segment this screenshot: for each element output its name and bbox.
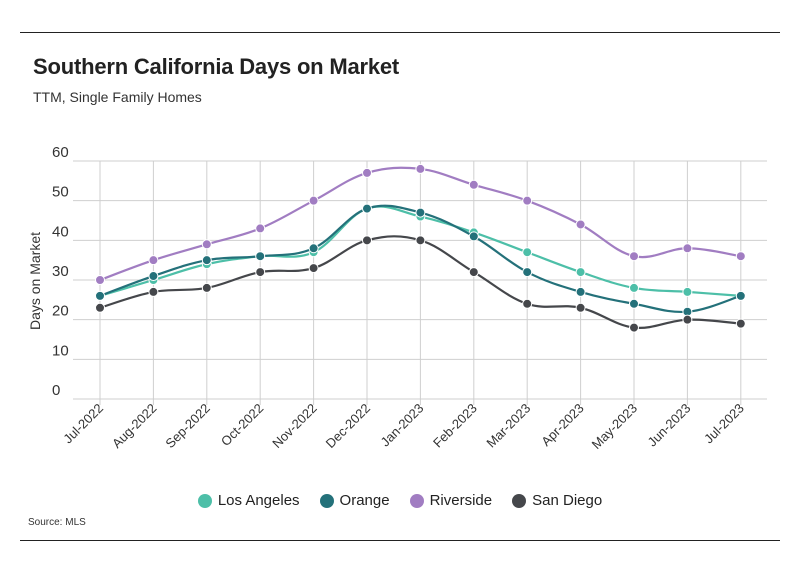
legend-item-san-diego: San Diego	[512, 492, 602, 509]
y-tick-label: 50	[52, 184, 69, 201]
data-point-orange	[575, 286, 586, 297]
data-point-orange	[362, 203, 372, 214]
x-tick-label: Sep-2022	[162, 401, 212, 451]
data-point-riverside	[468, 179, 479, 190]
x-tick-label: Jul-2023	[701, 401, 747, 447]
data-point-san-diego	[95, 302, 105, 313]
legend-item-orange: Orange	[319, 492, 390, 509]
data-point-riverside	[255, 223, 266, 234]
data-point-los-angeles	[575, 267, 586, 278]
x-tick-label: Mar-2023	[483, 401, 533, 451]
data-point-san-diego	[735, 318, 746, 329]
x-tick-label: Dec-2022	[323, 401, 373, 451]
bottom-rule	[20, 540, 780, 541]
data-point-orange	[201, 255, 212, 266]
legend-swatch-orange	[319, 493, 334, 508]
x-tick-label: Aug-2022	[109, 401, 159, 451]
line-chart: 0 10 20 30 40 50 60 Jul-2022 Aug-2022 Sep-2022 Oct…	[27, 144, 767, 452]
data-point-riverside	[362, 167, 372, 178]
data-point-san-diego	[148, 286, 159, 297]
chart-title: Southern California Days on Market	[33, 54, 400, 79]
data-point-riverside	[308, 195, 319, 206]
y-tick-label: 30	[52, 263, 69, 280]
x-tick-label: Nov-2022	[269, 401, 319, 451]
y-tick-label: 20	[52, 303, 69, 320]
legend-label: San Diego	[532, 492, 603, 509]
data-point-riverside	[201, 239, 212, 250]
x-tick-label: Feb-2023	[430, 401, 480, 451]
legend-item-riverside: Riverside	[409, 492, 493, 509]
data-point-san-diego	[255, 267, 266, 278]
data-point-san-diego	[468, 267, 479, 278]
y-tick-label: 10	[52, 342, 69, 359]
legend-label: Los Angeles	[217, 492, 300, 509]
data-point-orange	[415, 207, 426, 218]
data-point-orange	[95, 290, 105, 301]
data-point-riverside	[415, 163, 426, 174]
data-point-san-diego	[575, 302, 586, 313]
x-tick-label: Jul-2022	[60, 401, 106, 447]
y-tick-label: 0	[52, 382, 60, 399]
data-point-san-diego	[308, 263, 319, 274]
data-point-san-diego	[629, 322, 639, 333]
data-point-riverside	[522, 195, 533, 206]
legend-label: Orange	[339, 492, 390, 509]
x-tick-label: Oct-2022	[218, 401, 266, 449]
x-tick-label: Jan-2023	[378, 401, 427, 450]
data-point-los-angeles	[522, 247, 533, 258]
data-point-riverside	[629, 251, 639, 262]
chart-subtitle: TTM, Single Family Homes	[33, 89, 202, 105]
x-tick-label: May-2023	[589, 401, 640, 452]
data-point-los-angeles	[682, 286, 693, 297]
data-point-riverside	[682, 243, 693, 254]
legend-swatch-san-diego	[512, 493, 527, 508]
top-rule	[20, 32, 780, 33]
data-point-san-diego	[522, 298, 533, 309]
x-tick-label: Apr-2023	[538, 401, 586, 449]
data-point-orange	[255, 251, 266, 262]
source-note: Source: MLS	[28, 517, 86, 528]
y-tick-label: 60	[52, 144, 69, 161]
y-tick-label: 40	[52, 223, 69, 240]
legend-swatch-riverside	[409, 493, 424, 508]
chart-legend: Los Angeles Orange Riverside San Diego	[0, 492, 800, 509]
data-point-san-diego	[415, 235, 426, 246]
data-point-orange	[735, 290, 746, 301]
data-point-san-diego	[362, 235, 372, 246]
data-point-riverside	[148, 255, 159, 266]
x-tick-label: Jun-2023	[645, 401, 694, 450]
data-point-orange	[629, 298, 639, 309]
data-point-orange	[308, 243, 319, 254]
y-axis-label: Days on Market	[27, 232, 43, 330]
legend-swatch-los-angeles	[197, 493, 212, 508]
data-point-riverside	[575, 219, 586, 230]
data-point-san-diego	[682, 314, 693, 325]
data-point-orange	[468, 231, 479, 242]
data-point-orange	[148, 271, 159, 282]
data-point-riverside	[735, 251, 746, 262]
data-point-orange	[522, 267, 533, 278]
data-point-san-diego	[201, 282, 212, 293]
data-point-los-angeles	[629, 282, 639, 293]
legend-item-los-angeles: Los Angeles	[197, 492, 300, 509]
legend-label: Riverside	[429, 492, 493, 509]
data-point-riverside	[95, 275, 105, 285]
